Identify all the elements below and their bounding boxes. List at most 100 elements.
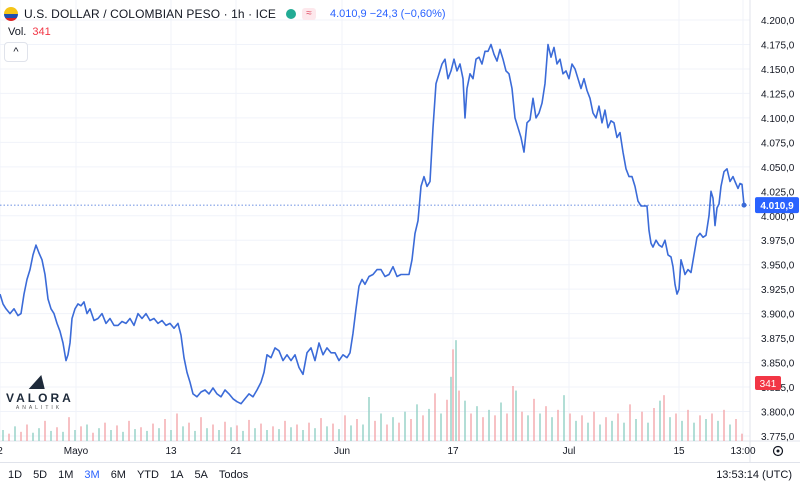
volume-bar [545, 406, 547, 441]
range-5a[interactable]: 5A [194, 469, 208, 481]
volume-bar [266, 430, 268, 441]
x-tick-label: 13 [165, 446, 177, 457]
volume-bar [62, 431, 64, 441]
volume-bar [230, 427, 232, 441]
volume-bar [659, 400, 661, 441]
volume-bar [434, 393, 436, 441]
last-price-tag [755, 197, 799, 214]
volume-bar [32, 432, 34, 441]
volume-bar [194, 430, 196, 441]
market-status-icon[interactable] [285, 9, 296, 19]
volume-bar [242, 430, 244, 441]
y-tick-label: 4.025,0 [761, 187, 795, 198]
volume-bar [302, 430, 304, 441]
range-1d[interactable]: 1D [8, 469, 23, 481]
volume-bar [533, 398, 535, 441]
range-1a[interactable]: 1A [169, 469, 184, 481]
x-tick-label: 13:00 [730, 446, 755, 457]
volume-bar [617, 413, 619, 441]
volume-bar [440, 413, 442, 441]
volume-bar [212, 424, 214, 441]
volume-bar [527, 415, 529, 441]
volume-bar [158, 428, 160, 441]
volume-bar [422, 415, 424, 441]
volume-bar [56, 427, 58, 441]
y-tick-label: 3.900,0 [761, 310, 795, 321]
volume-bar [218, 430, 220, 441]
volume-bar [146, 430, 148, 441]
collapse-legend-button[interactable]: ^ [4, 42, 28, 62]
axis-settings-icon-center [776, 449, 780, 453]
volume-bar [50, 430, 52, 441]
volume-bar [593, 411, 595, 441]
y-tick-label: 4.125,0 [761, 89, 795, 100]
volume-bar [374, 420, 376, 441]
volume-bar [296, 424, 298, 441]
volume-bar [494, 415, 496, 441]
volume-bar [446, 399, 448, 441]
volume-bar [26, 424, 28, 441]
bottom-toolbar: 1D 5D 1M 3M 6M YTD 1A 5A Todos 13:53:14 (UTC) [0, 462, 800, 487]
volume-bar [110, 430, 112, 441]
volume-bar [74, 430, 76, 441]
volume-bar [476, 406, 478, 441]
volume-bar [641, 411, 643, 441]
range-selector: 1D 5D 1M 3M 6M YTD 1A 5A Todos [8, 469, 248, 481]
volume-bar [398, 422, 400, 441]
y-tick-label: 4.175,0 [761, 40, 795, 51]
x-tick-label: Jul [563, 446, 576, 457]
axis-settings-icon[interactable] [772, 445, 784, 457]
volume-bar [563, 395, 565, 441]
logo-subtitle: ANALITIK [15, 405, 63, 411]
volume-bar [314, 428, 316, 441]
compare-button[interactable]: ≈ [301, 8, 316, 20]
range-1m[interactable]: 1M [58, 469, 74, 481]
range-ytd[interactable]: YTD [136, 469, 159, 481]
range-6m[interactable]: 6M [110, 469, 126, 481]
volume-bar [128, 420, 130, 441]
volume-label: Vol. [8, 26, 27, 38]
range-todos[interactable]: Todos [218, 469, 249, 481]
y-tick-label: 3.850,0 [761, 359, 795, 370]
volume-bar [224, 421, 226, 441]
grid-lines [0, 0, 800, 462]
time-axis[interactable]: 2 Mayo 13 21 Jun 17 Jul 15 13:00 [0, 446, 756, 457]
volume-bar [452, 349, 454, 441]
volume-value: 341 [32, 26, 51, 38]
volume-bar [629, 404, 631, 441]
volume-bar [164, 419, 166, 441]
volume-bar [236, 425, 238, 441]
volume-bar [711, 413, 713, 441]
volume-bar [735, 419, 737, 441]
volume-bar [392, 417, 394, 441]
volume-bar [38, 428, 40, 441]
volume-bar [410, 419, 412, 441]
volume-bar [681, 420, 683, 441]
volume-bar [92, 432, 94, 441]
volume-bar [326, 426, 328, 441]
y-tick-label: 3.950,0 [761, 261, 795, 272]
x-tick-label: Mayo [64, 446, 89, 457]
last-price-tag-label: 4.010,9 [760, 201, 794, 212]
utc-clock[interactable]: 13:53:14 (UTC) [716, 469, 792, 481]
volume-bar [581, 415, 583, 441]
volume-bar [693, 422, 695, 441]
volume-bar [176, 413, 178, 441]
price-line [0, 43, 745, 405]
x-tick-label: 15 [673, 446, 685, 457]
range-5d[interactable]: 5D [33, 469, 48, 481]
volume-bar [404, 411, 406, 441]
y-tick-label: 4.075,0 [761, 138, 795, 149]
y-tick-label: 4.200,0 [761, 16, 795, 27]
volume-bar [350, 425, 352, 441]
volume-bar [344, 415, 346, 441]
y-tick-label: 3.875,0 [761, 334, 795, 345]
currency-flag-icon [4, 7, 18, 21]
volume-bar [104, 422, 106, 441]
volume-bar [587, 422, 589, 441]
y-tick-label: 4.100,0 [761, 114, 795, 125]
last-price-dot [741, 202, 747, 208]
volume-bar [332, 423, 334, 441]
range-3m[interactable]: 3M [84, 469, 100, 481]
